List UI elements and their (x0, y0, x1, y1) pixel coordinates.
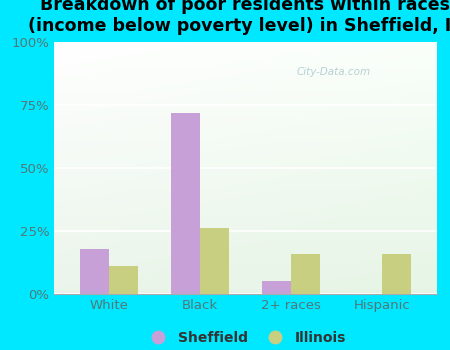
Bar (200, 229, 229, 294)
Bar (382, 254, 411, 294)
Bar (261, 281, 291, 294)
Title: Breakdown of poor residents within races
(income below poverty level) in Sheffie: Breakdown of poor residents within races… (28, 0, 450, 35)
Text: City-Data.com: City-Data.com (296, 67, 370, 77)
Bar (108, 266, 138, 294)
Bar (80, 248, 108, 294)
Bar (291, 254, 320, 294)
Bar (171, 113, 200, 294)
Legend: Sheffield, Illinois: Sheffield, Illinois (139, 325, 352, 350)
